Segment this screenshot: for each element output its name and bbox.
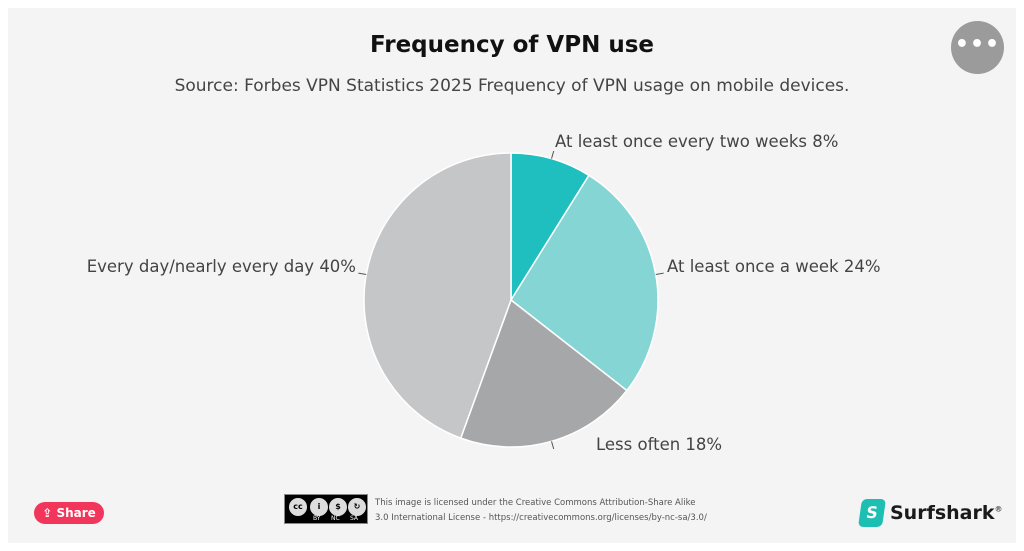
license-line-2[interactable]: 3.0 International License - https://crea… (375, 513, 707, 523)
sa-icon: ↻ (347, 497, 367, 517)
share-label: Share (56, 506, 96, 520)
surfshark-logo[interactable]: S Surfshark® (858, 498, 1003, 528)
pie-slice-0[interactable] (510, 152, 590, 303)
badge-by: BY (313, 515, 321, 522)
leader-line-1 (655, 272, 664, 275)
slice-label-2: Less often 18% (596, 435, 723, 454)
chart-subtitle: Source: Forbes VPN Statistics 2025 Frequ… (174, 76, 850, 96)
more-options-button[interactable]: ••• (951, 21, 1004, 74)
registered-mark: ® (994, 504, 1003, 514)
pie-slice-1[interactable] (510, 174, 659, 392)
pie-slice-3[interactable] (363, 152, 512, 440)
surfshark-logo-icon: S (858, 499, 886, 527)
slice-label-1: At least once a week 24% (667, 257, 881, 276)
pie-slice-2[interactable] (459, 298, 628, 448)
leader-line-2 (551, 441, 555, 450)
slice-label-3: Every day/nearly every day 40% (86, 257, 356, 276)
badge-nc: NC (331, 515, 340, 522)
license-text: This image is licensed under the Creativ… (375, 496, 707, 526)
license-line-1: This image is licensed under the Creativ… (375, 498, 696, 508)
nc-icon: $ (328, 497, 348, 517)
by-icon: i (309, 497, 329, 517)
leader-line-0 (551, 150, 555, 159)
share-icon: ⇪ (42, 506, 57, 520)
badge-sa: SA (350, 515, 359, 522)
brand-name: Surfshark (890, 502, 995, 524)
slice-label-0: At least once every two weeks 8% (555, 132, 839, 151)
leader-line-3 (358, 272, 367, 275)
share-button[interactable]: ⇪ Share (34, 502, 104, 524)
chart-title: Frequency of VPN use (369, 32, 655, 58)
cc-icon: cc (288, 497, 308, 517)
cc-license-badge[interactable]: cc i $ ↻ BY NC SA (284, 494, 368, 524)
